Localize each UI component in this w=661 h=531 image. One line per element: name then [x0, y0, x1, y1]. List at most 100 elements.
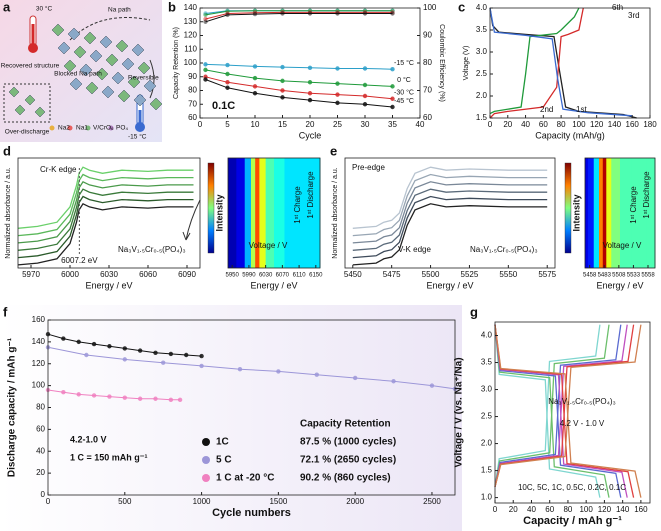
heat-cell: [587, 158, 595, 268]
y2-tick-label: 90: [423, 31, 432, 40]
annotation: Voltage / V: [249, 241, 288, 250]
octahedron: [85, 81, 99, 95]
y-tick-label: 0: [41, 490, 46, 499]
series-line: [205, 13, 393, 23]
retention-label: 90.2 % (860 cycles): [300, 473, 391, 484]
x-tick-label: 2500: [423, 497, 441, 506]
octahedron: [143, 79, 157, 93]
annotation: 1ˢᵗ Discharge: [306, 171, 315, 219]
annotation: Pre-edge: [352, 163, 385, 172]
octahedron: [131, 43, 145, 57]
x-tick-label: 5990: [242, 273, 256, 279]
x-tick-label: 160: [626, 120, 640, 129]
series-line: [494, 324, 642, 498]
edge-marker-label: 6007.2 eV: [61, 256, 98, 265]
data-point: [362, 11, 368, 16]
y-tick-label: 130: [184, 17, 198, 26]
data-point: [280, 64, 285, 70]
y-tick-label: 1.5: [481, 466, 493, 475]
octahedron: [105, 53, 119, 67]
y-tick-label: 2.5: [476, 69, 488, 78]
plot-frame: [494, 321, 651, 504]
annotation: 1ˢᵗ Charge: [629, 186, 638, 224]
heat-cell: [585, 158, 589, 268]
x-tick-label: 35: [388, 120, 397, 129]
x-tick-label: 40: [521, 120, 530, 129]
annotation: 6th: [612, 3, 623, 12]
annotation: V-K edge: [398, 245, 431, 254]
colorbar-label: Intensity: [214, 194, 224, 231]
thermometer-hot-fill: [31, 24, 35, 46]
data-point: [307, 11, 313, 16]
x-tick-label: 5950: [226, 273, 240, 279]
octahedron: [14, 104, 26, 116]
arrow-up: [182, 199, 201, 241]
annotation: 10C, 5C, 1C, 0.5C, 0.2C, 0.1C: [518, 483, 626, 492]
y-tick-label: 1.0: [481, 493, 493, 502]
y-tick-label: 120: [184, 31, 198, 40]
data-point: [199, 363, 204, 369]
octahedron: [79, 63, 93, 77]
diagram-panel: 30 °C Recovered structure Blocked Na pat…: [0, 0, 163, 142]
data-point: [122, 357, 127, 362]
data-point: [307, 65, 313, 71]
x-tick-label: 0: [46, 497, 51, 506]
x-tick-label: 5970: [22, 270, 40, 279]
data-point: [153, 350, 158, 356]
series-line: [205, 10, 393, 16]
legend-na2: Na2: [58, 125, 70, 132]
x-tick-label: 500: [118, 497, 132, 506]
x-tick-label: 60: [545, 505, 554, 514]
y2-tick-label: 80: [423, 58, 432, 67]
legend-swatch: [85, 125, 91, 131]
data-point: [76, 392, 81, 397]
annotation: Voltage / V: [603, 241, 642, 250]
data-point: [225, 62, 230, 68]
y-tick-label: 4.0: [476, 3, 488, 12]
octahedron: [63, 59, 77, 73]
data-point: [61, 389, 66, 395]
x-axis-label: Cycle numbers: [212, 507, 291, 519]
data-point: [390, 104, 395, 110]
x-tick-label: 160: [634, 505, 648, 514]
data-point: [203, 19, 208, 24]
data-point: [362, 82, 368, 88]
y-tick-label: 110: [184, 44, 197, 53]
y-tick-label: 60: [36, 424, 45, 433]
y-tick-label: 2.0: [481, 439, 493, 448]
data-point: [335, 11, 340, 16]
annotation: 4.2-1.0 V: [70, 434, 107, 444]
series-label: -45 °C: [394, 97, 414, 105]
y-tick-label: 60: [188, 113, 197, 122]
data-point: [76, 339, 81, 345]
x-tick-label: 6000: [61, 270, 79, 279]
data-point: [84, 352, 89, 358]
octahedron: [127, 75, 141, 89]
x-tick-label: 40: [527, 505, 536, 514]
y-tick-label: 40: [36, 446, 45, 455]
data-point: [177, 397, 183, 403]
y-tick-label: 90: [188, 72, 197, 81]
series-line: [205, 11, 393, 20]
heat-cell: [251, 158, 256, 268]
legend-swatch: [108, 125, 114, 131]
y-tick-label: 2.5: [481, 412, 493, 421]
data-point: [307, 80, 313, 85]
octahedron: [117, 89, 131, 103]
series-line: [47, 346, 456, 390]
octahedron: [34, 106, 46, 118]
y-tick-label: 2.0: [476, 91, 488, 100]
x-tick-label: 25: [333, 120, 342, 129]
data-point: [168, 397, 174, 403]
data-point: [280, 78, 285, 84]
y-axis-label: Voltage (V): [463, 46, 470, 81]
plot-frame: [344, 157, 556, 269]
panel-label: g: [470, 304, 478, 319]
legend-label: 1C: [216, 437, 229, 448]
series-line: [352, 181, 548, 244]
y-tick-label: 70: [188, 99, 197, 108]
data-point: [390, 66, 395, 72]
plot-frame: [489, 7, 651, 119]
data-point: [252, 75, 258, 81]
